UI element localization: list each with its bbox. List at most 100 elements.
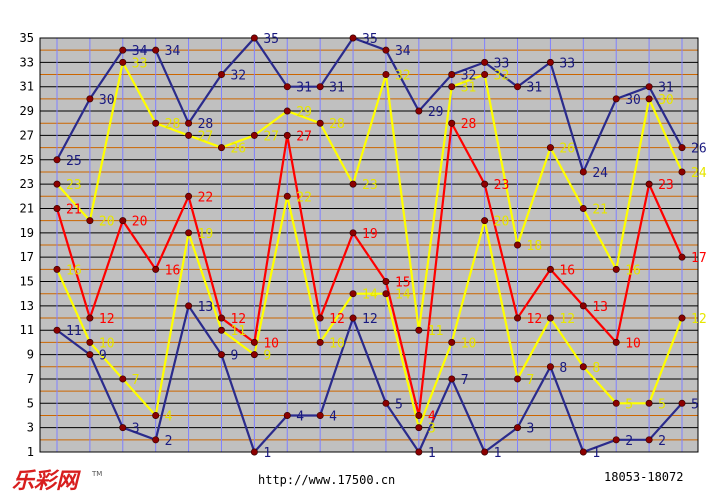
data-point <box>678 253 686 261</box>
data-label: 5 <box>658 397 666 412</box>
data-point <box>86 351 94 359</box>
data-label: 4 <box>165 409 173 424</box>
data-label: 28 <box>198 117 214 132</box>
data-point <box>514 241 522 249</box>
data-label: 16 <box>165 263 181 278</box>
data-point <box>514 375 522 383</box>
y-tick-label: 25 <box>20 153 34 167</box>
data-label: 7 <box>132 373 140 388</box>
data-label: 11 <box>66 324 82 339</box>
data-point <box>546 363 554 371</box>
data-point <box>316 338 324 346</box>
data-point <box>119 424 127 432</box>
data-label: 31 <box>527 81 543 96</box>
data-point <box>349 229 357 237</box>
y-tick-label: 21 <box>20 201 34 215</box>
data-point <box>283 107 291 115</box>
data-label: 30 <box>625 93 641 108</box>
data-label: 24 <box>592 166 608 181</box>
data-label: 19 <box>198 227 214 242</box>
series-line <box>55 122 684 417</box>
data-point <box>86 95 94 103</box>
data-point <box>185 229 193 237</box>
data-label: 1 <box>494 446 502 461</box>
data-point <box>579 363 587 371</box>
data-label: 28 <box>329 117 345 132</box>
data-point <box>152 265 160 273</box>
data-label: 30 <box>658 93 674 108</box>
y-tick-label: 23 <box>20 177 34 191</box>
data-point <box>415 411 423 419</box>
data-label: 3 <box>428 422 436 437</box>
data-label: 31 <box>296 81 312 96</box>
footer-url: http://www.17500.cn <box>258 473 396 487</box>
data-point <box>579 448 587 456</box>
series-points <box>53 34 686 456</box>
data-point <box>349 180 357 188</box>
data-point <box>546 144 554 152</box>
data-label: 31 <box>329 81 345 96</box>
data-point <box>119 217 127 225</box>
data-point <box>415 326 423 334</box>
data-point <box>250 351 258 359</box>
data-label: 9 <box>263 349 271 364</box>
data-point <box>448 83 456 91</box>
y-tick-label: 3 <box>27 421 34 435</box>
data-label: 11 <box>230 324 246 339</box>
data-label: 1 <box>263 446 271 461</box>
data-point <box>316 119 324 127</box>
data-label: 12 <box>230 312 246 327</box>
data-label: 27 <box>263 129 279 144</box>
data-point <box>678 144 686 152</box>
data-label: 25 <box>66 154 82 169</box>
y-tick-label: 9 <box>27 348 34 362</box>
data-label: 3 <box>132 422 140 437</box>
data-point <box>152 119 160 127</box>
series-line <box>56 36 683 174</box>
data-label: 26 <box>691 142 707 157</box>
data-label: 23 <box>658 178 674 193</box>
data-label: 22 <box>198 190 214 205</box>
data-point <box>283 411 291 419</box>
data-label: 12 <box>329 312 345 327</box>
data-label: 16 <box>559 263 575 278</box>
data-point <box>448 71 456 79</box>
data-label: 3 <box>527 422 535 437</box>
data-point <box>612 436 620 444</box>
series-lines <box>55 36 684 454</box>
logo-text: 乐彩网 <box>12 468 81 494</box>
data-point <box>283 83 291 91</box>
data-label: 33 <box>132 56 148 71</box>
data-point <box>217 144 225 152</box>
data-point <box>481 180 489 188</box>
data-label: 23 <box>494 178 510 193</box>
data-label: 26 <box>230 142 246 157</box>
data-label: 1 <box>428 446 436 461</box>
data-point <box>448 338 456 346</box>
data-label: 7 <box>527 373 535 388</box>
data-label: 24 <box>691 166 707 181</box>
data-point <box>612 95 620 103</box>
data-point <box>53 180 61 188</box>
data-point <box>53 265 61 273</box>
data-label: 31 <box>658 81 674 96</box>
data-point <box>481 448 489 456</box>
data-label: 26 <box>559 142 575 157</box>
data-label: 32 <box>395 69 411 84</box>
data-label: 29 <box>296 105 312 120</box>
y-tick-label: 35 <box>20 31 34 45</box>
data-point <box>349 314 357 322</box>
data-label: 20 <box>494 215 510 230</box>
issue-range: 18053-18072 <box>604 470 684 484</box>
data-point <box>185 192 193 200</box>
data-label: 11 <box>428 324 444 339</box>
y-tick-label: 11 <box>20 323 34 337</box>
data-label: 8 <box>559 361 567 376</box>
data-label: 1 <box>592 446 600 461</box>
data-label: 4 <box>296 409 304 424</box>
data-point <box>185 302 193 310</box>
data-label: 33 <box>559 56 575 71</box>
data-point <box>678 314 686 322</box>
data-label: 18 <box>527 239 543 254</box>
